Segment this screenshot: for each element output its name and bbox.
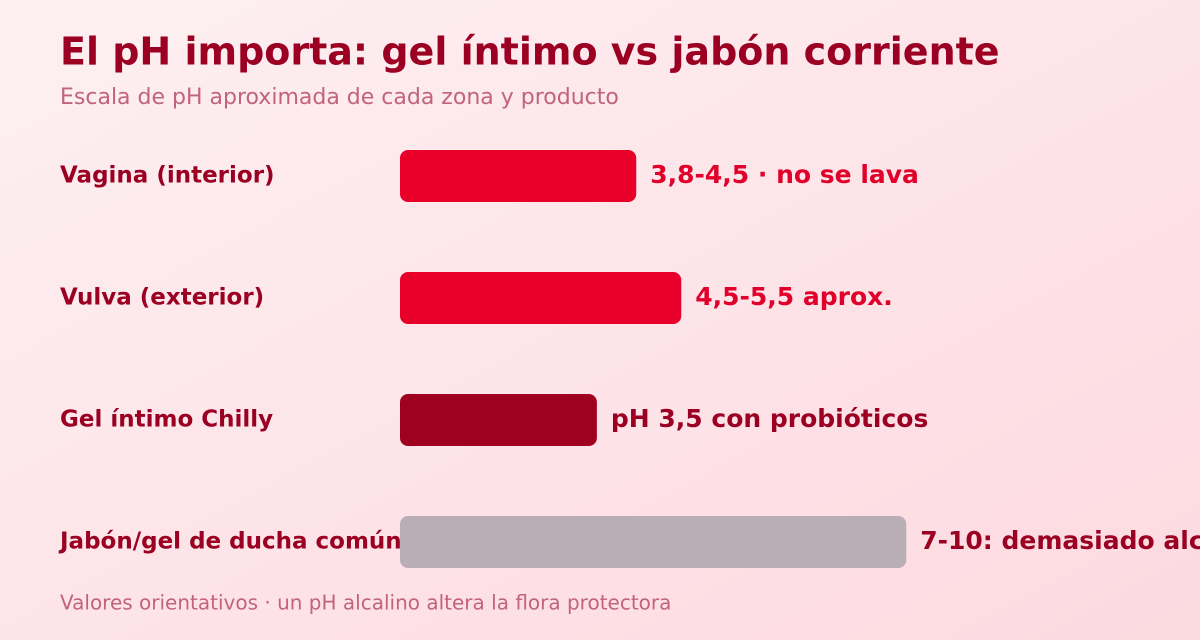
chart-subtitle: Escala de pH aproximada de cada zona y p… [60, 85, 619, 110]
bar [400, 272, 682, 324]
category-label: Vagina (interior) [60, 163, 275, 189]
chart-title: El pH importa: gel íntimo vs jabón corri… [60, 30, 1000, 74]
bar [400, 516, 907, 568]
category-label: Gel íntimo Chilly [60, 407, 273, 433]
value-label: pH 3,5 con probióticos [611, 404, 928, 433]
category-label: Vulva (exterior) [60, 285, 264, 311]
bar [400, 150, 637, 202]
category-label: Jabón/gel de ducha común [58, 529, 402, 555]
value-label: 3,8-4,5 · no se lava [650, 160, 919, 189]
footnote: Valores orientativos · un pH alcalino al… [60, 591, 671, 615]
bar [400, 394, 597, 446]
value-label: 7-10: demasiado alcalino [920, 526, 1200, 555]
value-label: 4,5-5,5 aprox. [695, 282, 893, 311]
